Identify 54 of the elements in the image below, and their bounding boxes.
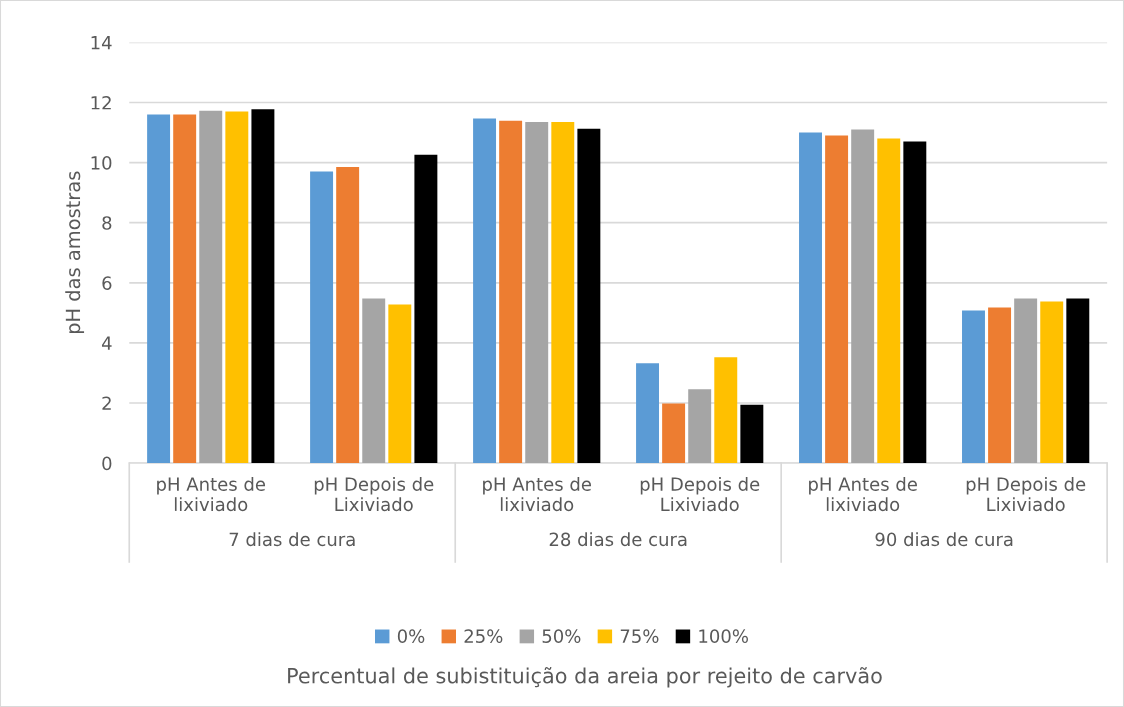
bar [147,114,171,464]
bar [173,114,197,464]
bar [1040,301,1064,464]
y-tick-label: 8 [102,216,112,230]
text: Percentual de subistituição da areia por rejeito de carvão [288,667,882,688]
legend-label: 50% [542,629,581,643]
bar [903,141,927,464]
bar [362,298,386,464]
bar [388,304,412,464]
text: 28 dias de cura [549,532,687,547]
bar [877,138,901,464]
y-tick-label: 10 [91,156,112,170]
bar [251,109,275,464]
bar [336,167,360,464]
text: 7 dias de cura [229,532,355,547]
bar [525,122,549,464]
bar [473,118,497,464]
y-tick-label: 12 [91,95,111,110]
bar [740,404,764,464]
y-tick-label: 14 [91,36,112,50]
y-tick-label: 6 [102,276,112,290]
legend-label: 75% [620,629,659,643]
x-tick-label: pH Depois de Lixiviado [966,476,1086,512]
legend-label: 25% [464,629,503,643]
bar [199,110,223,464]
bar [636,363,660,464]
bar [551,122,575,464]
legend-label: 0% [397,629,425,643]
x-tick-label: pH Antes de lixiviado [809,476,917,512]
bar [799,132,822,464]
bar [1014,298,1038,464]
x-tick-label: pH Antes de lixiviado [157,476,266,512]
y-tick-label: 2 [102,396,111,410]
text: 90 dias de cura [875,532,1013,547]
y-tick-label: 0 [102,456,112,471]
legend-label: 100% [699,629,748,643]
bar [688,389,712,464]
bar [499,120,523,464]
bar [225,111,249,464]
bar [714,357,738,464]
bar [310,171,334,464]
y-axis-title: pH das amostras [65,171,85,334]
bar [662,403,686,464]
bar [825,135,849,464]
bar [851,129,875,464]
y-tick-label: 4 [101,336,112,350]
bar [988,307,1012,464]
bar [414,154,438,464]
x-tick-label: pH Antes de lixiviado [483,476,591,512]
bar [577,128,601,464]
bar [1066,298,1090,464]
x-tick-label: pH Depois de Lixiviado [640,476,760,512]
bar [962,310,985,464]
x-tick-label: pH Depois de Lixiviado [314,476,434,512]
